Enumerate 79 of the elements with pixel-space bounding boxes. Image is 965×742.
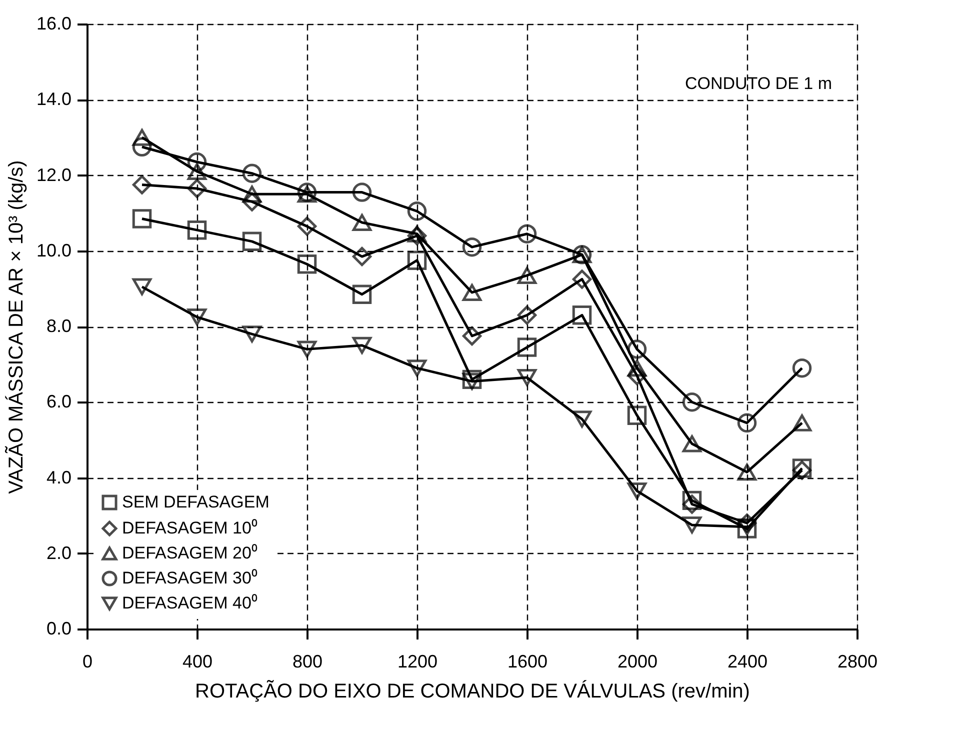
point [682, 494, 702, 514]
point [517, 224, 537, 244]
point [462, 326, 482, 346]
point [407, 360, 427, 377]
y-tick-label: 6.0 [46, 392, 72, 412]
point [627, 360, 647, 377]
point [242, 192, 262, 212]
point [572, 306, 592, 325]
point [517, 338, 537, 357]
point [132, 278, 152, 296]
legend-label: DEFASAGEM 20⁰ [122, 544, 258, 562]
legend-label: DEFASAGEM 10⁰ [122, 518, 258, 538]
point [627, 406, 647, 425]
point [297, 340, 317, 358]
point [352, 246, 372, 266]
point [737, 519, 757, 538]
y-tick-label: 16.0 [36, 14, 72, 34]
point [737, 413, 757, 433]
point [517, 266, 537, 284]
point [737, 464, 757, 481]
point [517, 306, 537, 325]
x-tick-label: 0 [82, 652, 93, 672]
x-tick-label: 1600 [507, 652, 548, 672]
point [572, 410, 592, 428]
point [297, 216, 317, 236]
point [627, 340, 647, 359]
point [352, 214, 372, 232]
point [627, 482, 647, 500]
point [517, 369, 537, 386]
point [187, 308, 207, 326]
point [297, 182, 317, 202]
legend-label: SEM DEFASAGEM [122, 492, 270, 512]
point [352, 284, 372, 304]
point [682, 516, 702, 534]
point [132, 209, 152, 228]
point [792, 358, 812, 378]
x-tick-label: 1200 [397, 652, 438, 672]
point [187, 178, 207, 198]
x-tick-label: 2400 [727, 652, 768, 672]
x-tick-label: 2000 [617, 652, 658, 672]
y-tick-label: 14.0 [36, 89, 72, 110]
point [242, 232, 262, 252]
point [572, 270, 592, 289]
point [682, 490, 702, 510]
point [792, 414, 812, 432]
point [407, 202, 427, 221]
point [132, 137, 152, 156]
x-tick-label: 2800 [837, 652, 878, 672]
y-tick-label: 10.0 [36, 240, 72, 260]
y-axis-title: VAZÃO MÁSSICA DE AR × 10³ (kg/s) [4, 160, 28, 494]
point [242, 164, 262, 183]
point [407, 250, 427, 270]
legend-label: DEFASAGEM 40⁰ [122, 594, 258, 612]
legend-label: DEFASAGEM 30⁰ [122, 568, 258, 588]
point [462, 237, 482, 257]
point [187, 220, 207, 240]
point [297, 254, 317, 274]
point [132, 128, 152, 146]
y-tick-label: 2.0 [46, 542, 72, 563]
annotation: CONDUTO DE 1 m [684, 74, 832, 93]
point [462, 284, 482, 301]
y-tick-label: 8.0 [46, 316, 72, 336]
point [737, 518, 757, 536]
y-tick-label: 0.0 [46, 618, 72, 638]
point [297, 186, 317, 203]
point [242, 186, 262, 203]
point [132, 175, 152, 194]
point [352, 182, 372, 202]
point [242, 326, 262, 343]
x-axis-title: ROTAÇÃO DO EIXO DE COMANDO DE VÁLVULAS (rev/min) [195, 680, 750, 702]
point [682, 435, 702, 452]
point [682, 392, 702, 412]
x-tick-label: 800 [292, 652, 323, 672]
point [187, 162, 207, 180]
y-tick-label: 12.0 [36, 164, 72, 185]
x-tick-label: 400 [182, 652, 213, 672]
y-tick-label: 4.0 [46, 467, 72, 488]
point [187, 152, 207, 172]
point [352, 336, 372, 354]
